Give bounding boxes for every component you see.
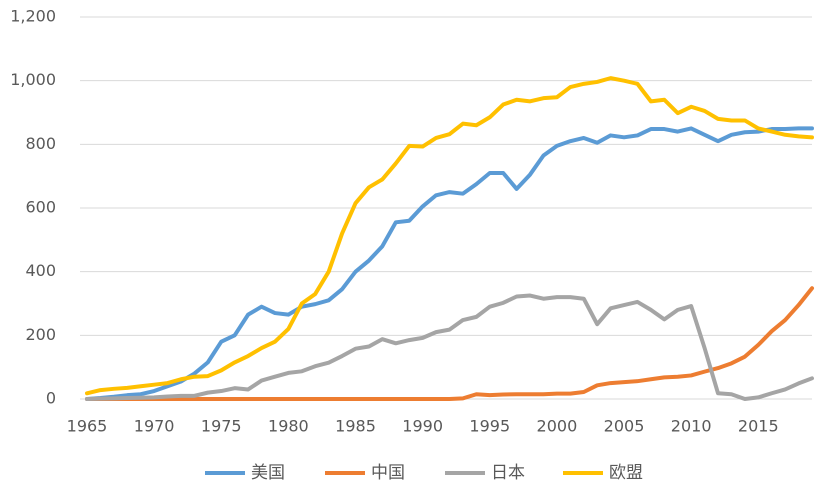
y-tick-label: 0 [46,389,56,408]
y-tick-label: 1,000 [10,70,56,89]
series-line [85,76,814,396]
x-tick-label: 2005 [604,417,645,436]
series-line [85,286,814,401]
series-line [85,293,814,401]
legend-label: 美国 [251,463,285,483]
y-tick-label: 800 [25,134,56,153]
x-tick-label: 2015 [738,417,779,436]
x-tick-label: 1995 [469,417,510,436]
y-tick-label: 1,200 [10,7,56,26]
x-tick-label: 1985 [335,417,376,436]
x-tick-label: 1990 [402,417,443,436]
y-tick-label: 400 [25,261,56,280]
legend-label: 中国 [371,463,405,483]
x-tick-label: 2010 [671,417,712,436]
legend-label: 日本 [491,463,525,483]
x-tick-label: 1970 [134,417,175,436]
y-tick-label: 600 [25,198,56,217]
x-tick-label: 2000 [537,417,578,436]
legend-label: 欧盟 [609,463,643,483]
x-tick-label: 1975 [201,417,242,436]
y-tick-label: 200 [25,325,56,344]
x-tick-label: 1980 [268,417,309,436]
series-line [85,126,814,401]
x-tick-label: 1965 [67,417,108,436]
